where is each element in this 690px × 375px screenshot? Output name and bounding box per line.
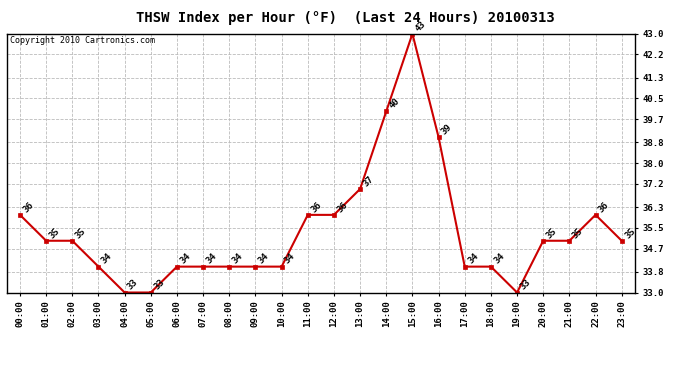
- Text: 34: 34: [230, 252, 245, 266]
- Text: 36: 36: [597, 200, 611, 214]
- Text: 33: 33: [518, 278, 533, 292]
- Text: Copyright 2010 Cartronics.com: Copyright 2010 Cartronics.com: [10, 36, 155, 45]
- Text: 40: 40: [388, 97, 402, 111]
- Text: 34: 34: [466, 252, 480, 266]
- Text: 34: 34: [204, 252, 219, 266]
- Text: 36: 36: [309, 200, 323, 214]
- Text: 35: 35: [74, 226, 88, 240]
- Text: 36: 36: [335, 200, 349, 214]
- Text: 35: 35: [571, 226, 584, 240]
- Text: 33: 33: [152, 278, 166, 292]
- Text: 34: 34: [178, 252, 193, 266]
- Text: 35: 35: [623, 226, 637, 240]
- Text: 43: 43: [414, 19, 428, 33]
- Text: 35: 35: [544, 226, 559, 240]
- Text: 33: 33: [126, 278, 140, 292]
- Text: 34: 34: [257, 252, 270, 266]
- Text: 37: 37: [362, 174, 375, 188]
- Text: 39: 39: [440, 123, 454, 136]
- Text: 36: 36: [21, 200, 35, 214]
- Text: 34: 34: [492, 252, 506, 266]
- Text: 35: 35: [48, 226, 61, 240]
- Text: 34: 34: [283, 252, 297, 266]
- Text: THSW Index per Hour (°F)  (Last 24 Hours) 20100313: THSW Index per Hour (°F) (Last 24 Hours)…: [136, 11, 554, 25]
- Text: 34: 34: [100, 252, 114, 266]
